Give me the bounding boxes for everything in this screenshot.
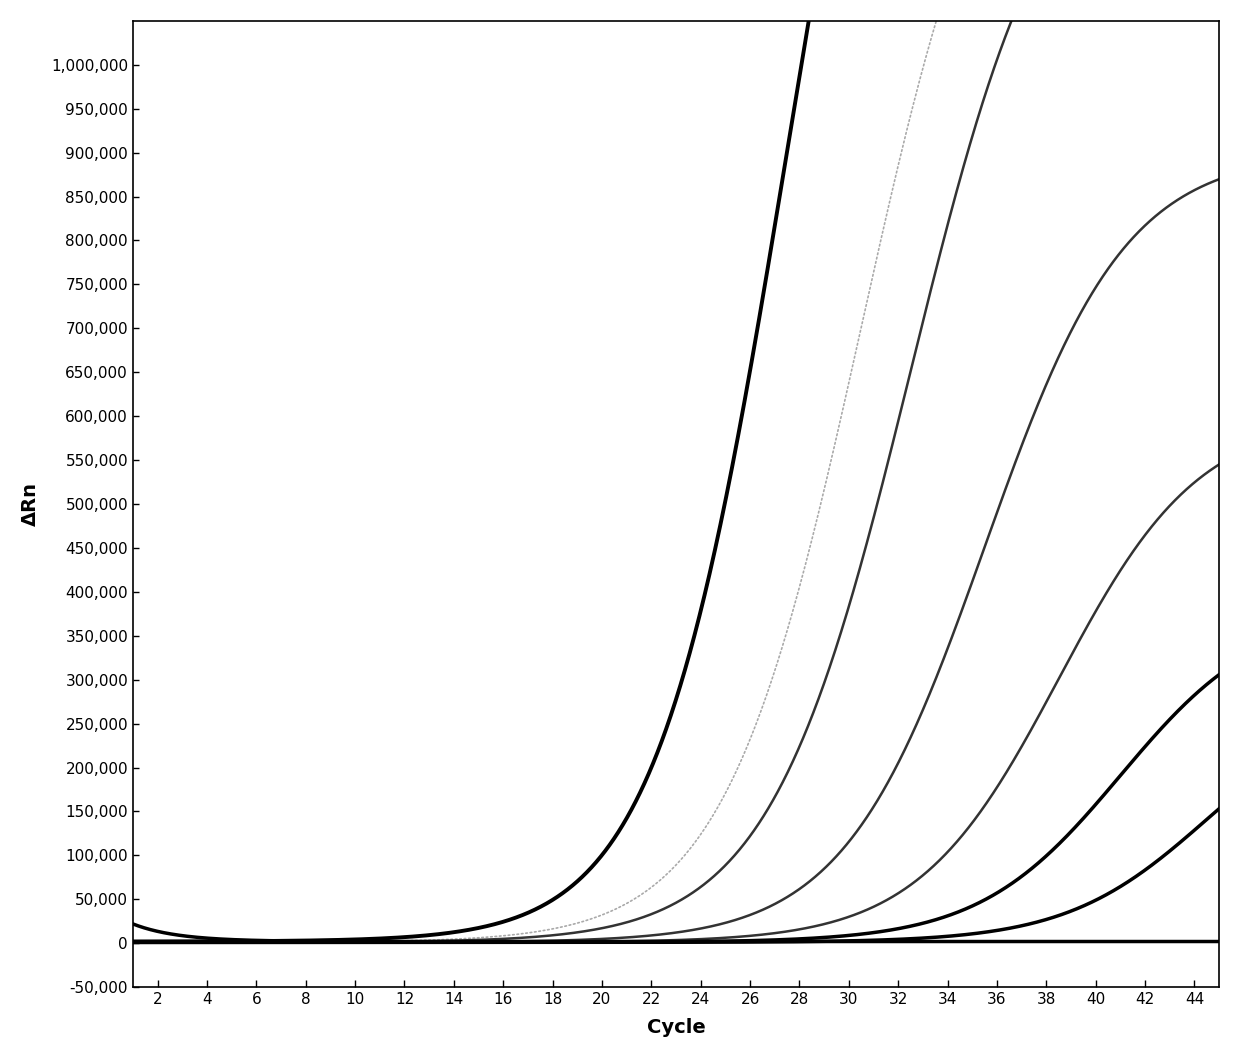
X-axis label: Cycle: Cycle [647, 1018, 706, 1037]
Y-axis label: ΔRn: ΔRn [21, 482, 40, 526]
